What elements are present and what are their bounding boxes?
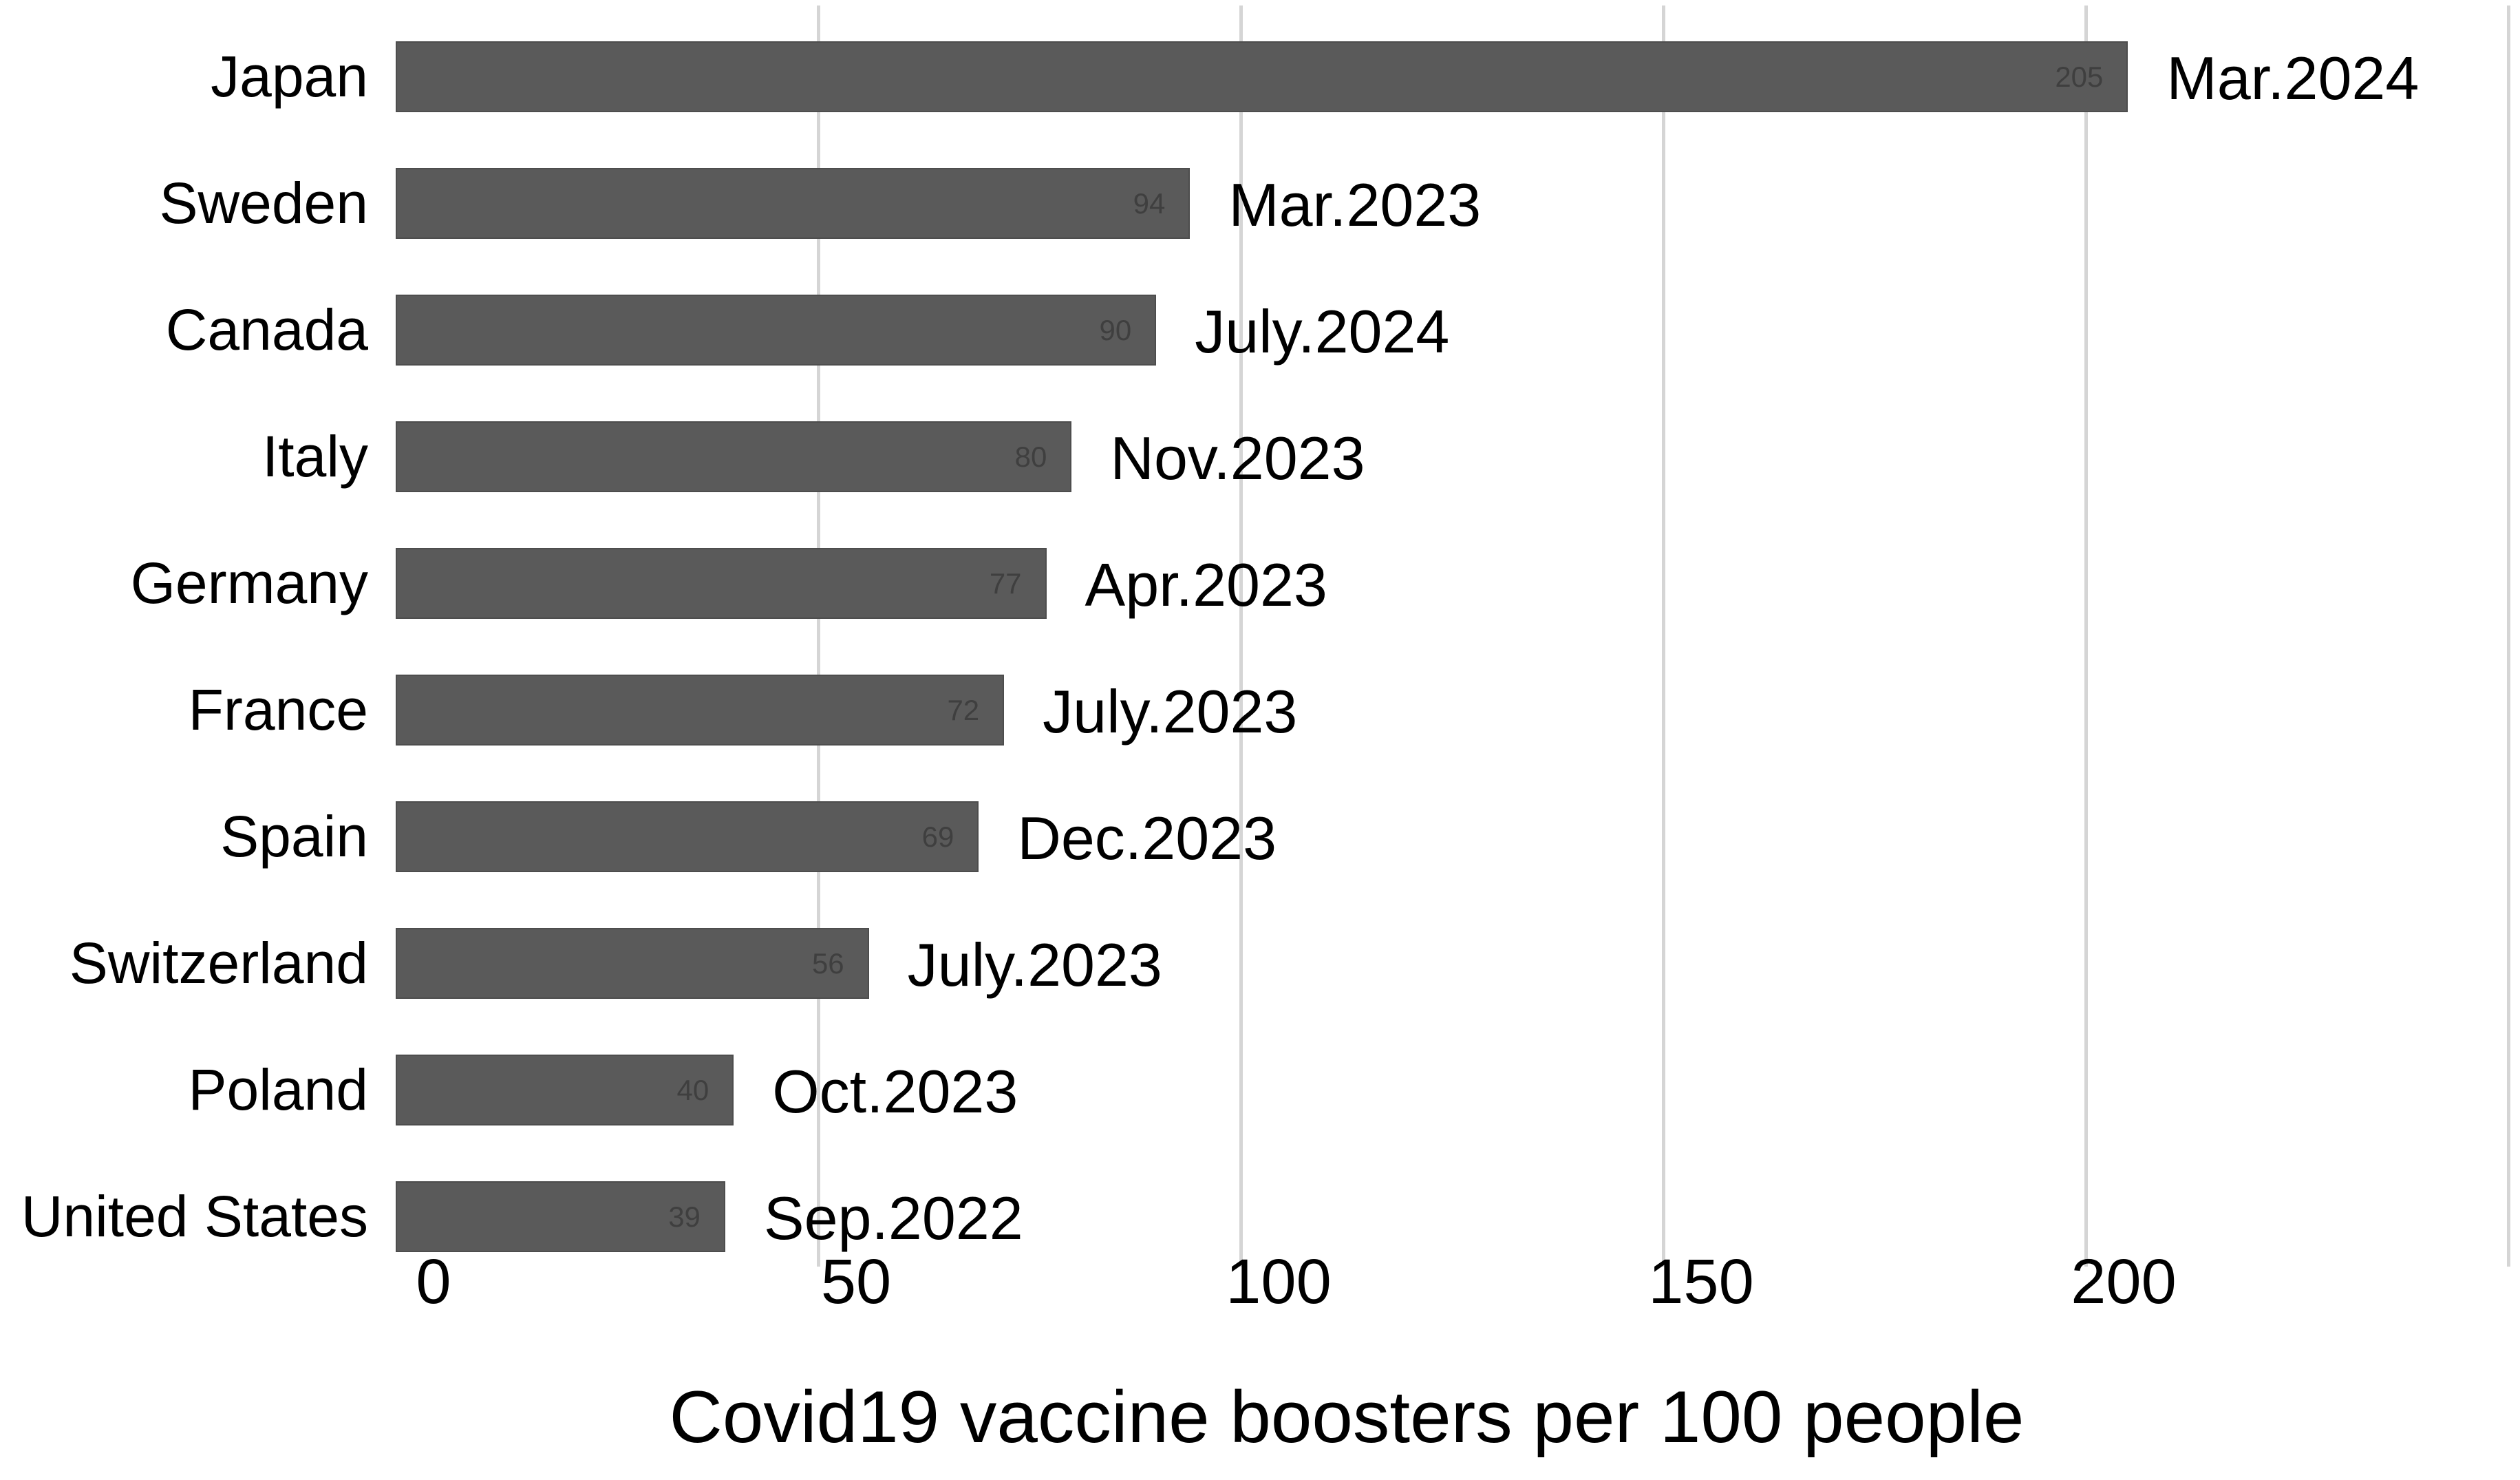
bar: 205 [396,41,2128,112]
x-tick-label: 150 [1648,1247,1754,1317]
bar-value-label: 80 [1014,441,1047,473]
date-annotation: July.2024 [1195,297,1450,366]
vertical-gridline [2507,6,2510,1267]
x-tick-label: 0 [416,1247,451,1317]
category-label: Germany [130,551,368,615]
bar: 39 [396,1181,725,1252]
date-annotation: Oct.2023 [772,1057,1018,1125]
category-label: Canada [165,297,368,362]
vertical-gridline [817,6,820,1267]
category-label: France [188,677,368,742]
x-tick-label: 100 [1226,1247,1332,1317]
category-label: Poland [188,1057,368,1122]
bar-value-label: 40 [676,1074,709,1106]
date-annotation: Mar.2023 [1228,171,1482,239]
bar: 40 [396,1055,734,1125]
bar: 90 [396,295,1157,366]
vertical-gridline [1239,6,1243,1267]
date-annotation: Nov.2023 [1110,424,1365,492]
category-label: United States [21,1184,368,1249]
x-tick-label: 50 [820,1247,892,1317]
bar: 94 [396,168,1190,239]
bar-value-label: 94 [1133,187,1166,220]
bar: 56 [396,928,869,999]
bar-value-label: 90 [1099,314,1132,346]
category-label: Switzerland [69,931,368,995]
bar: 72 [396,675,1005,746]
category-label: Spain [220,804,368,869]
date-annotation: Sep.2022 [763,1184,1023,1252]
bar-value-label: 56 [811,947,844,980]
vertical-gridline [2084,6,2088,1267]
bar-value-label: 69 [921,821,954,853]
category-label: Italy [261,424,368,489]
date-annotation: July.2023 [907,931,1162,999]
date-annotation: July.2023 [1043,677,1298,746]
category-label: Sweden [159,171,368,235]
chart-title: Covid19 vaccine boosters per 100 people [669,1375,2025,1458]
vertical-gridline [1662,6,1665,1267]
bar-value-label: 77 [989,567,1022,600]
bar-value-label: 39 [668,1201,701,1233]
date-annotation: Apr.2023 [1085,551,1327,619]
category-label: Japan [211,44,368,109]
bar: 77 [396,548,1047,619]
date-annotation: Mar.2024 [2166,44,2420,112]
bar: 80 [396,421,1072,492]
bar-value-label: 72 [947,694,980,726]
bar: 69 [396,801,979,872]
date-annotation: Dec.2023 [1017,804,1277,872]
x-tick-label: 200 [2071,1247,2177,1317]
bar-value-label: 205 [2055,61,2104,93]
